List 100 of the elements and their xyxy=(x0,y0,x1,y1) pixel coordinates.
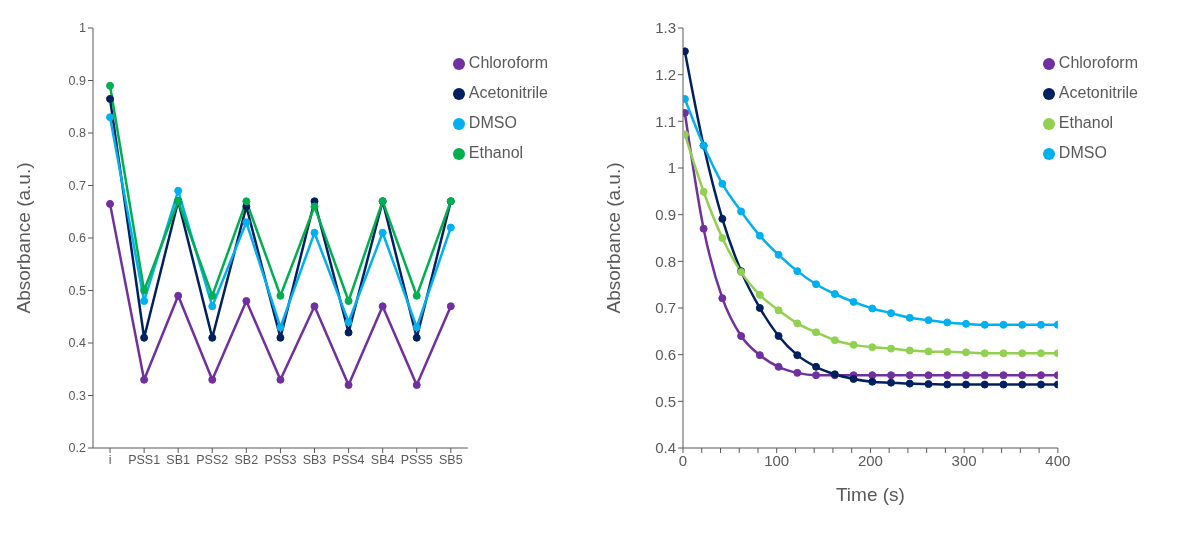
point xyxy=(962,371,971,380)
point xyxy=(699,224,708,233)
x-tick-label: 300 xyxy=(951,451,977,469)
point xyxy=(718,294,727,303)
point xyxy=(980,380,989,389)
point xyxy=(446,302,455,311)
y-tick-label: 0.4 xyxy=(68,336,87,351)
x-tick-label: 100 xyxy=(764,451,790,469)
point xyxy=(943,380,952,389)
point xyxy=(812,371,821,380)
point xyxy=(344,318,353,326)
point xyxy=(276,323,285,332)
legend-label: Acetonitrile xyxy=(468,84,548,101)
point xyxy=(924,380,933,389)
point xyxy=(737,207,746,216)
point xyxy=(412,333,421,342)
point xyxy=(980,349,989,358)
point xyxy=(755,231,764,240)
x-axis-title: Time (s) xyxy=(835,484,905,505)
point xyxy=(140,297,149,305)
point xyxy=(943,318,952,327)
point xyxy=(849,297,858,306)
point xyxy=(1018,371,1027,380)
point xyxy=(1036,380,1045,389)
point xyxy=(446,223,455,232)
point xyxy=(140,375,149,384)
point xyxy=(905,371,914,380)
point xyxy=(774,306,783,315)
point xyxy=(1018,320,1027,329)
x-tick-label: SB5 xyxy=(438,452,463,467)
point xyxy=(812,362,821,371)
point xyxy=(1018,349,1027,358)
point xyxy=(980,371,989,380)
point xyxy=(276,333,285,342)
point xyxy=(242,218,251,227)
point xyxy=(174,186,183,195)
point xyxy=(412,323,421,332)
y-tick-label: 0.8 xyxy=(68,126,87,141)
point xyxy=(208,302,217,311)
point xyxy=(812,328,821,337)
point xyxy=(793,368,802,377)
legend-label: DMSO xyxy=(468,114,517,131)
point xyxy=(412,381,421,389)
y-tick-label: 0.3 xyxy=(68,388,87,403)
point xyxy=(999,349,1008,358)
point xyxy=(905,313,914,322)
point xyxy=(943,347,952,356)
point xyxy=(737,332,746,340)
point xyxy=(344,297,353,305)
point xyxy=(793,351,802,360)
point xyxy=(276,375,285,384)
point xyxy=(344,328,353,337)
point xyxy=(140,333,149,342)
point xyxy=(962,319,971,328)
x-tick-label: PSS2 xyxy=(196,452,229,467)
point xyxy=(924,371,933,380)
point xyxy=(924,347,933,356)
point xyxy=(999,380,1008,389)
x-tick-label: SB4 xyxy=(370,452,395,467)
x-tick-label: SB3 xyxy=(302,452,327,467)
y-tick-label: 0.9 xyxy=(68,73,87,88)
point xyxy=(378,228,387,237)
point xyxy=(242,197,251,206)
x-tick-label: 0 xyxy=(678,451,688,469)
legend-label: Chloroform xyxy=(1058,54,1138,71)
point xyxy=(999,371,1008,380)
point xyxy=(962,348,971,357)
point xyxy=(868,304,877,313)
point xyxy=(208,333,217,342)
point xyxy=(1036,349,1045,358)
point xyxy=(106,94,115,103)
point xyxy=(830,290,839,298)
y-tick-label: 1.2 xyxy=(655,65,676,83)
point xyxy=(793,319,802,328)
point xyxy=(830,336,839,345)
point xyxy=(1036,371,1045,380)
point xyxy=(378,302,387,311)
point xyxy=(924,316,933,325)
point xyxy=(310,228,319,237)
point xyxy=(849,340,858,349)
point xyxy=(174,291,183,300)
y-axis-title: Absorbance (a.u.) xyxy=(12,162,34,314)
y-tick-label: 0.6 xyxy=(655,345,676,363)
point xyxy=(106,81,115,90)
y-tick-label: 0.2 xyxy=(68,441,87,456)
y-tick-label: 0.7 xyxy=(68,178,87,193)
legend-label: Chloroform xyxy=(468,54,548,71)
y-tick-label: 0.6 xyxy=(68,231,87,246)
point xyxy=(276,291,285,300)
point xyxy=(774,362,783,371)
x-tick-label: 400 xyxy=(1045,451,1071,469)
point xyxy=(755,351,764,360)
point xyxy=(887,371,896,380)
point xyxy=(208,375,217,384)
y-axis-title: Absorbance (a.u.) xyxy=(602,162,624,314)
x-tick-label: SB1 xyxy=(166,452,191,467)
point xyxy=(718,234,727,242)
point xyxy=(887,344,896,353)
point xyxy=(755,290,764,299)
point xyxy=(310,302,319,311)
